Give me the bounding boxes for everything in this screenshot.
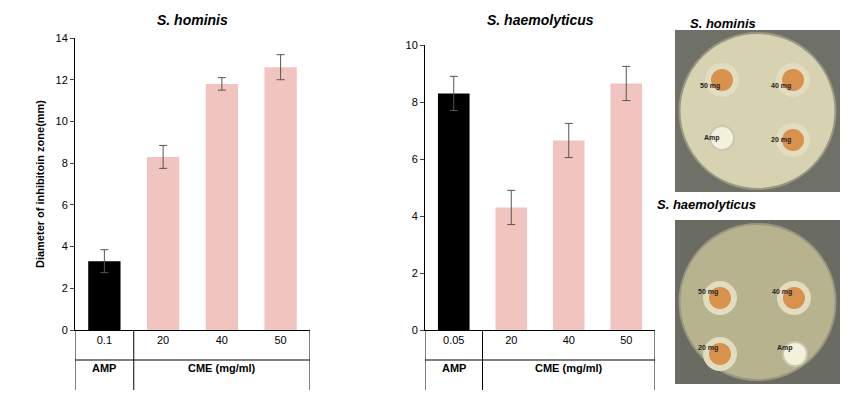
svg-text:S. hominis: S. hominis <box>690 16 756 31</box>
svg-text:AMP: AMP <box>92 362 116 374</box>
svg-text:4: 4 <box>412 210 418 222</box>
svg-text:CME (mg/ml): CME (mg/ml) <box>535 362 603 374</box>
svg-text:20 mg: 20 mg <box>698 344 718 352</box>
svg-text:8: 8 <box>412 96 418 108</box>
svg-text:14: 14 <box>56 32 68 44</box>
svg-text:Diameter of inhibitoin zone(mm: Diameter of inhibitoin zone(mm) <box>34 100 46 268</box>
svg-text:6: 6 <box>62 199 68 211</box>
svg-text:S. hominis: S. hominis <box>157 12 228 28</box>
svg-text:20 mg: 20 mg <box>771 136 791 144</box>
svg-text:50 mg: 50 mg <box>700 82 720 90</box>
svg-text:8: 8 <box>62 157 68 169</box>
svg-text:S. haemolyticus: S. haemolyticus <box>657 197 756 212</box>
svg-text:40: 40 <box>216 334 228 346</box>
svg-text:10: 10 <box>406 39 418 51</box>
svg-text:40 mg: 40 mg <box>772 288 792 296</box>
svg-text:12: 12 <box>56 74 68 86</box>
svg-text:0.05: 0.05 <box>443 334 464 346</box>
svg-text:40: 40 <box>563 334 575 346</box>
svg-text:2: 2 <box>62 282 68 294</box>
svg-text:AMP: AMP <box>442 362 466 374</box>
svg-text:40 mg: 40 mg <box>771 82 791 90</box>
svg-text:20: 20 <box>157 334 169 346</box>
svg-text:4: 4 <box>62 240 68 252</box>
svg-text:50: 50 <box>274 334 286 346</box>
svg-text:50: 50 <box>620 334 632 346</box>
svg-text:0.1: 0.1 <box>97 334 112 346</box>
svg-text:50 mg: 50 mg <box>698 288 718 296</box>
svg-text:Amp: Amp <box>704 134 720 142</box>
svg-text:10: 10 <box>56 115 68 127</box>
svg-text:0: 0 <box>412 324 418 336</box>
svg-text:S. haemolyticus: S. haemolyticus <box>487 12 594 28</box>
svg-text:20: 20 <box>505 334 517 346</box>
svg-text:CME (mg/ml): CME (mg/ml) <box>188 362 256 374</box>
svg-text:2: 2 <box>412 267 418 279</box>
svg-text:6: 6 <box>412 153 418 165</box>
svg-text:Amp: Amp <box>777 344 793 352</box>
svg-text:0: 0 <box>62 324 68 336</box>
